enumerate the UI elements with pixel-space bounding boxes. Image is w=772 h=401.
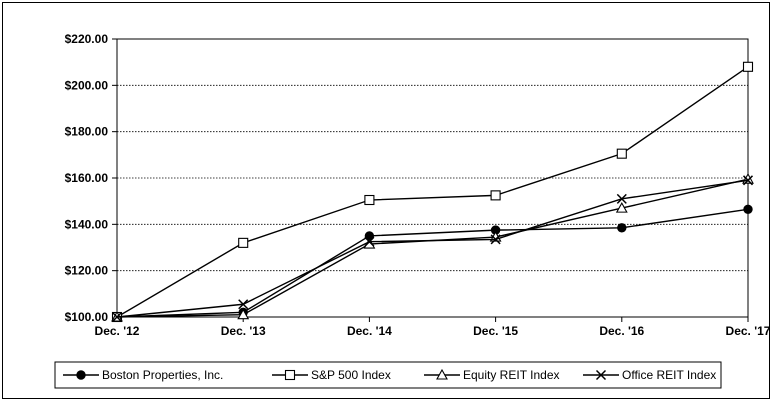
legend-label: Boston Properties, Inc. <box>102 368 223 382</box>
legend-swatch-marker <box>284 369 296 381</box>
y-tick-label: $220.00 <box>65 32 109 46</box>
legend-label: S&P 500 Index <box>311 368 391 382</box>
data-point <box>616 193 627 204</box>
x-tick-label: Dec. '12 <box>95 324 140 338</box>
data-point <box>743 204 753 214</box>
data-point <box>238 237 249 248</box>
x-tick-label: Dec. '14 <box>347 324 392 338</box>
series-line <box>116 179 749 318</box>
x-tick-label: Dec. '15 <box>473 324 518 338</box>
y-tick-label: $100.00 <box>65 310 109 324</box>
series-layer <box>111 61 754 323</box>
y-tick-label: $120.00 <box>65 264 109 278</box>
x-axis-ticks: Dec. '12 Dec. '13 Dec. '14 Dec. '15 Dec. '16… <box>95 317 771 338</box>
data-point <box>238 299 249 310</box>
data-point <box>111 311 123 323</box>
legend-item-2: Equity REIT Index <box>424 368 560 382</box>
y-tick-label: $180.00 <box>65 125 109 139</box>
series-line <box>116 208 749 318</box>
data-point <box>617 223 627 233</box>
data-point <box>237 308 250 320</box>
legend-swatch-marker <box>595 369 607 381</box>
legend-item-0: Boston Properties, Inc. <box>63 368 223 382</box>
legend-swatch-marker <box>76 370 86 380</box>
legend-item-3: Office REIT Index <box>583 368 716 382</box>
legend: Boston Properties, Inc. S&P 500 Index Equi… <box>54 361 722 389</box>
x-tick-label: Dec. '16 <box>599 324 644 338</box>
data-point <box>364 194 375 206</box>
legend-item-1: S&P 500 Index <box>272 368 391 382</box>
series-3 <box>111 175 754 323</box>
data-point <box>616 148 627 159</box>
data-point <box>742 61 754 72</box>
x-tick-label: Dec. '17 <box>726 324 771 338</box>
series-line <box>116 66 749 318</box>
data-point <box>364 236 375 247</box>
legend-label: Office REIT Index <box>622 368 716 382</box>
legend-swatch-marker <box>436 368 448 380</box>
y-tick-label: $140.00 <box>65 217 109 231</box>
data-point <box>490 190 501 201</box>
legend-label: Equity REIT Index <box>463 368 560 382</box>
x-tick-label: Dec. '13 <box>221 324 266 338</box>
data-point <box>615 201 628 213</box>
y-tick-label: $160.00 <box>65 171 109 185</box>
y-tick-label: $200.00 <box>65 78 109 92</box>
y-axis-ticks: $100.00 $120.00 $140.00 $160.00 $180.00 $200.… <box>65 32 117 324</box>
data-point <box>490 234 501 245</box>
data-point <box>742 175 754 186</box>
